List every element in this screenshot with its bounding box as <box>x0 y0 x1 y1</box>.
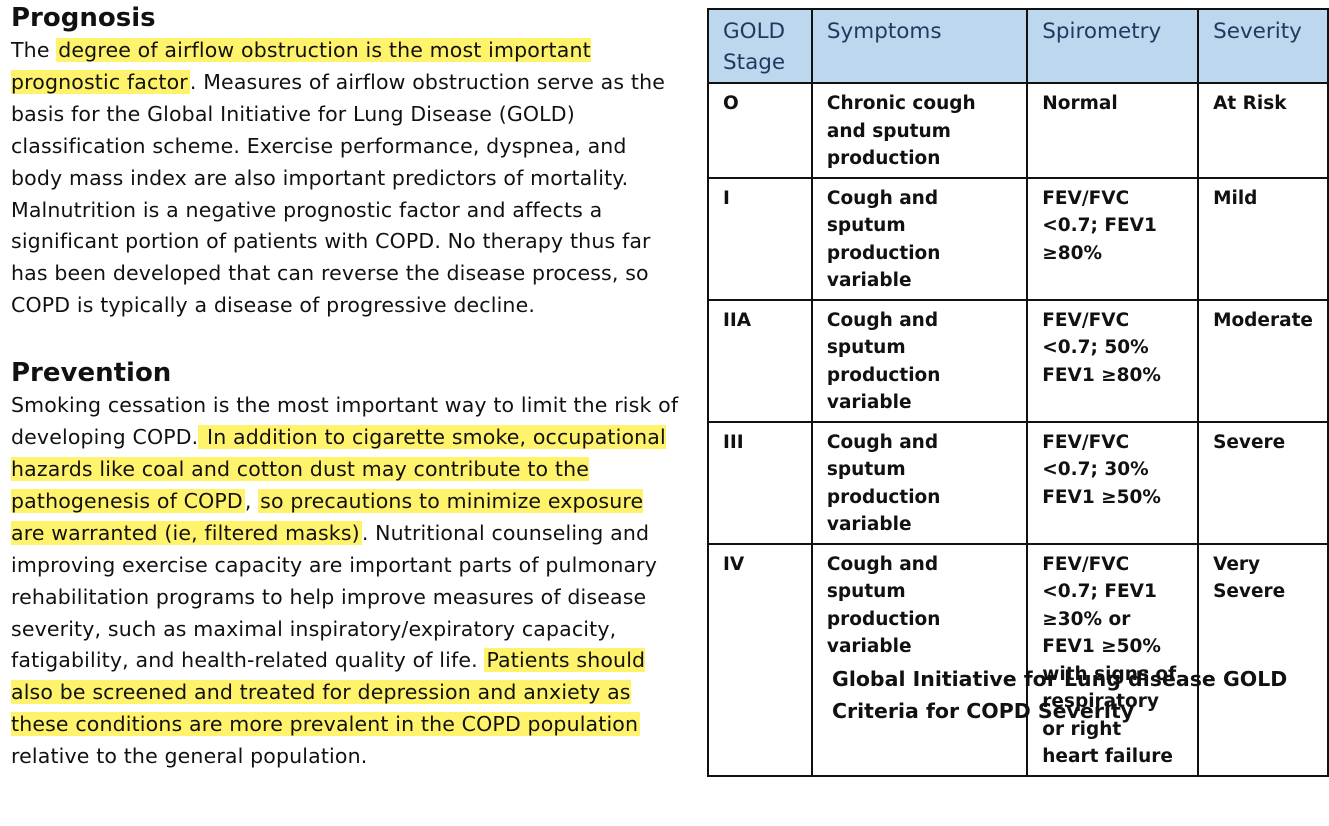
text-run: . Nutritional counseling and improving e… <box>11 520 658 673</box>
highlighted-text: In addition to cigarette smoke, occupati… <box>11 425 666 513</box>
table-row: IV Cough and sputum production variable … <box>707 542 1329 777</box>
text-run: , <box>244 488 259 513</box>
text-run: The <box>11 38 57 62</box>
table-header-row: GOLD Stage Symptoms Spirometry Severity <box>707 8 1329 84</box>
text-run: relative to the general population. <box>11 744 368 769</box>
cell-spirometry: Normal <box>1026 82 1200 179</box>
prognosis-paragraph: The degree of airflow obstruction is the… <box>11 35 681 322</box>
cell-symptoms: Cough and sputum production variable <box>810 176 1029 301</box>
prognosis-heading: Prognosis <box>11 3 156 33</box>
table-caption: Global Initiative for Lung disease GOLD … <box>832 667 1288 723</box>
cell-severity: At Risk <box>1197 82 1329 179</box>
cell-severity: Moderate <box>1197 298 1329 423</box>
cell-symptoms: Cough and sputum production variable <box>810 298 1029 423</box>
header-gold-stage: GOLD Stage <box>707 8 813 84</box>
table-row: III Cough and sputum production variable… <box>707 420 1329 545</box>
prevention-paragraph: Smoking cessation is the most important … <box>11 390 681 773</box>
header-spirometry: Spirometry <box>1026 8 1200 84</box>
cell-severity: Mild <box>1197 176 1329 301</box>
header-severity: Severity <box>1197 8 1329 84</box>
gold-criteria-table: GOLD Stage Symptoms Spirometry Severity … <box>707 8 1329 777</box>
cell-stage: O <box>707 82 813 179</box>
cell-symptoms: Cough and sputum production variable <box>810 420 1029 545</box>
cell-spirometry: FEV/FVC <0.7; 50% FEV1 ≥80% <box>1026 298 1200 423</box>
text-column: Prognosis The degree of airflow obstruct… <box>11 0 681 773</box>
text-run: Smoking cessation is the most important … <box>11 393 679 450</box>
prevention-heading: Prevention <box>11 358 172 389</box>
gold-criteria-table-wrap: GOLD Stage Symptoms Spirometry Severity … <box>707 8 1329 777</box>
cell-stage: IV <box>707 542 813 777</box>
header-symptoms: Symptoms <box>810 8 1029 84</box>
cell-stage: I <box>707 176 813 301</box>
cell-severity: Very Severe <box>1197 542 1329 777</box>
cell-symptoms: Cough and sputum production variable <box>810 542 1029 777</box>
table-row: IIA Cough and sputum production variable… <box>707 298 1329 423</box>
table-row: I Cough and sputum production variable F… <box>707 176 1329 301</box>
cell-spirometry: FEV/FVC <0.7; 30% FEV1 ≥50% <box>1026 420 1200 545</box>
cell-stage: IIA <box>707 298 813 423</box>
cell-symptoms: Chronic cough and sputum production <box>810 82 1029 179</box>
cell-spirometry: FEV/FVC <0.7; FEV1 ≥80% <box>1026 176 1200 301</box>
cell-severity: Severe <box>1197 420 1329 545</box>
table-row: O Chronic cough and sputum production No… <box>707 82 1329 179</box>
cell-stage: III <box>707 420 813 545</box>
text-run: . Measures of airflow obstruction serve … <box>11 69 665 318</box>
cell-spirometry: FEV/FVC <0.7; FEV1 ≥30% or FEV1 ≥50% wit… <box>1026 542 1200 777</box>
